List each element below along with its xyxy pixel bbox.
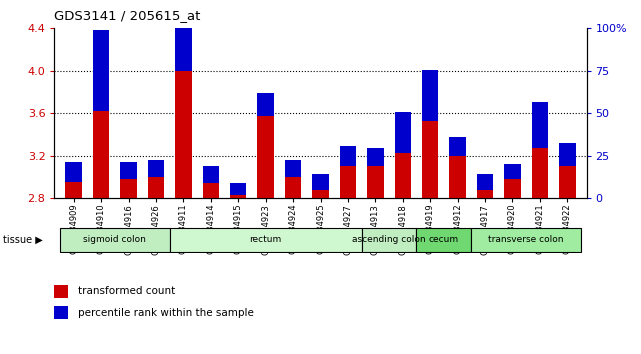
Text: GDS3141 / 205615_at: GDS3141 / 205615_at — [54, 9, 201, 22]
Bar — [175, 0, 192, 71]
Bar — [449, 137, 466, 156]
Bar — [395, 112, 411, 153]
Bar — [54, 285, 68, 298]
Text: percentile rank within the sample: percentile rank within the sample — [78, 308, 254, 318]
Bar — [147, 160, 164, 177]
Bar — [54, 306, 68, 319]
Bar — [395, 153, 411, 198]
Text: sigmoid colon: sigmoid colon — [83, 235, 146, 244]
Bar — [559, 143, 576, 166]
Bar — [93, 111, 110, 198]
Bar — [422, 70, 438, 121]
Bar — [121, 162, 137, 179]
Bar — [285, 177, 301, 198]
Bar — [285, 160, 301, 177]
Text: transverse colon: transverse colon — [488, 235, 564, 244]
Bar — [121, 179, 137, 198]
Bar — [504, 179, 520, 198]
Bar — [417, 228, 471, 252]
Bar — [422, 121, 438, 198]
Bar — [559, 166, 576, 198]
Bar — [340, 146, 356, 166]
Bar — [367, 148, 383, 166]
Bar — [312, 190, 329, 198]
Text: ascending colon: ascending colon — [353, 235, 426, 244]
Bar — [471, 228, 581, 252]
Bar — [258, 116, 274, 198]
Bar — [203, 166, 219, 183]
Bar — [170, 228, 362, 252]
Bar — [531, 148, 548, 198]
Bar — [65, 162, 82, 182]
Text: tissue ▶: tissue ▶ — [3, 235, 43, 245]
Bar — [477, 190, 494, 198]
Bar — [230, 183, 246, 195]
Bar — [340, 166, 356, 198]
Text: rectum: rectum — [249, 235, 282, 244]
Bar — [367, 166, 383, 198]
Bar — [147, 177, 164, 198]
Bar — [258, 93, 274, 116]
Text: cecum: cecum — [429, 235, 459, 244]
Bar — [93, 30, 110, 111]
Bar — [531, 102, 548, 148]
Bar — [362, 228, 417, 252]
Text: transformed count: transformed count — [78, 286, 176, 297]
Bar — [175, 71, 192, 198]
Bar — [312, 175, 329, 190]
Bar — [477, 175, 494, 190]
Bar — [230, 195, 246, 198]
Bar — [449, 156, 466, 198]
Bar — [203, 183, 219, 198]
Bar — [65, 182, 82, 198]
Bar — [60, 228, 170, 252]
Bar — [504, 164, 520, 179]
